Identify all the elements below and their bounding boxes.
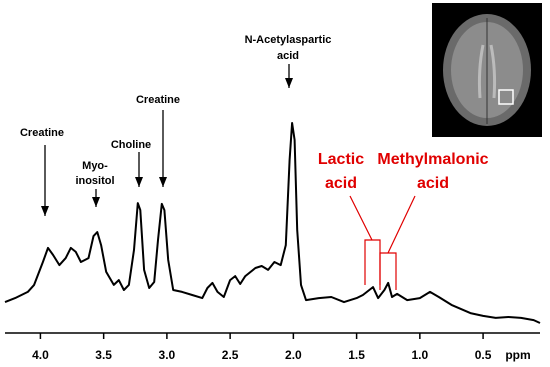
x-tick-label: 1.5 — [348, 348, 365, 362]
x-tick-label: 3.5 — [95, 348, 112, 362]
spectrum-line — [4, 122, 541, 324]
annotation: Creatine — [20, 127, 64, 139]
x-tick-label: 3.0 — [159, 348, 176, 362]
annotation: Choline — [111, 139, 151, 151]
x-tick-label: 1.0 — [412, 348, 429, 362]
annotation: Methylmalonic — [377, 151, 488, 168]
x-tick-label: 2.0 — [285, 348, 302, 362]
voxel-box — [498, 89, 514, 105]
x-tick-label: 2.5 — [222, 348, 239, 362]
annotation: N-Acetylaspartic — [245, 34, 332, 46]
x-tick-label: 0.5 — [475, 348, 492, 362]
methylmalonic-bracket — [379, 195, 416, 290]
mri-inset — [432, 3, 542, 137]
x-axis-label: ppm — [505, 348, 530, 362]
annotation: acid — [417, 175, 449, 192]
annotation: Myo- — [82, 160, 108, 172]
lactic-bracket — [349, 195, 381, 285]
annotation: acid — [277, 50, 299, 62]
ventricles — [477, 44, 497, 99]
annotation: Creatine — [136, 94, 180, 106]
annotation: acid — [325, 175, 357, 192]
annotation: inositol — [75, 175, 114, 187]
annotation: Lactic — [318, 151, 364, 168]
x-tick-label: 4.0 — [32, 348, 49, 362]
